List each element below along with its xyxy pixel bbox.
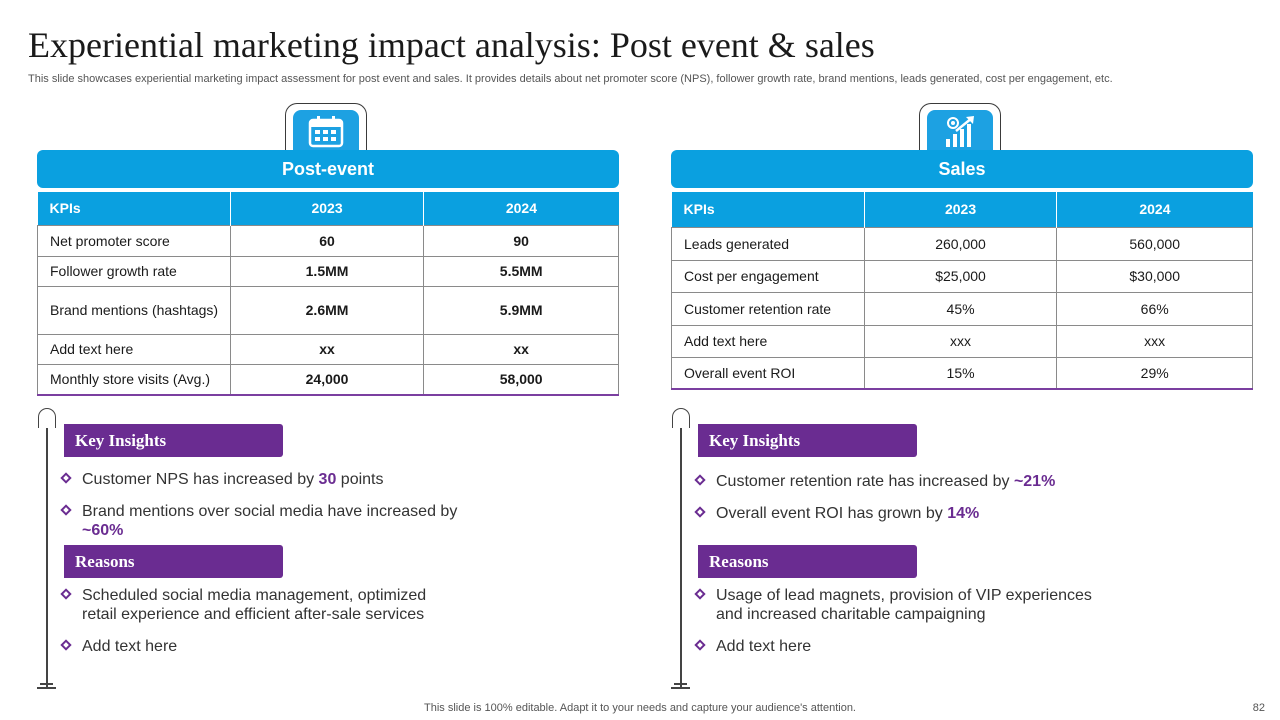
value-2024: xxx: [1056, 324, 1253, 358]
value-2023: 24,000: [229, 363, 425, 396]
diamond-bullet-icon: [60, 504, 72, 516]
table-row: Add text here xxx xxx: [671, 324, 1253, 358]
post-event-header: Post-event: [37, 150, 619, 188]
kpi-name: Customer retention rate: [671, 291, 865, 326]
sales-header: Sales: [671, 150, 1253, 188]
table-header-row: KPIs 2023 2024: [671, 192, 1253, 227]
column-header: 2023: [864, 192, 1058, 227]
diamond-bullet-icon: [694, 474, 706, 486]
slide-footer: This slide is 100% editable. Adapt it to…: [424, 702, 856, 714]
value-2024: 5.5MM: [423, 255, 619, 287]
table-row: Cost per engagement $25,000 $30,000: [671, 259, 1253, 293]
table-row: Customer retention rate 45% 66%: [671, 291, 1253, 326]
kpi-name: Monthly store visits (Avg.): [37, 363, 231, 396]
reason-item: Add text here: [60, 637, 462, 656]
kpi-name: Overall event ROI: [671, 356, 865, 390]
calendar-icon: [293, 110, 359, 154]
table-row: Follower growth rate 1.5MM 5.5MM: [37, 255, 619, 287]
timeline-foot: [40, 683, 53, 685]
timeline-rail: [680, 414, 682, 688]
sales-table: KPIs 2023 2024 Leads generated 260,000 5…: [671, 192, 1253, 390]
timeline-foot: [671, 687, 690, 689]
post-event-icon-tab: [285, 103, 367, 154]
slide-title: Experiential marketing impact analysis: …: [28, 25, 875, 65]
column-header: KPIs: [37, 192, 231, 225]
value-2024: 66%: [1056, 291, 1253, 326]
value-2023: 260,000: [863, 226, 1058, 261]
post-event-table: KPIs 2023 2024 Net promoter score 60 90 …: [37, 192, 619, 396]
key-insights-label: Key Insights: [64, 424, 283, 457]
value-2023: 2.6MM: [229, 285, 425, 335]
table-row: Add text here xx xx: [37, 333, 619, 365]
reasons-label: Reasons: [64, 545, 283, 578]
insight-item: Brand mentions over social media have in…: [60, 502, 462, 540]
value-2024: 560,000: [1056, 226, 1253, 261]
insight-item: Customer NPS has increased by 30 points: [60, 470, 462, 489]
timeline-cap: [672, 408, 690, 428]
diamond-bullet-icon: [694, 506, 706, 518]
slide-subtitle: This slide showcases experiential market…: [28, 73, 1113, 85]
key-insights-label: Key Insights: [698, 424, 917, 457]
value-2024: 29%: [1056, 356, 1253, 390]
table-row: Net promoter score 60 90: [37, 224, 619, 257]
diamond-bullet-icon: [60, 588, 72, 600]
value-2023: 15%: [863, 356, 1058, 390]
page-number: 82: [1252, 702, 1265, 714]
table-row: Overall event ROI 15% 29%: [671, 356, 1253, 390]
table-row: Monthly store visits (Avg.) 24,000 58,00…: [37, 363, 619, 396]
value-2024: 58,000: [423, 363, 619, 396]
reason-item: Usage of lead magnets, provision of VIP …: [694, 586, 1096, 624]
column-header: 2024: [1056, 192, 1253, 227]
value-2023: 1.5MM: [229, 255, 425, 287]
growth-chart-icon: [927, 110, 993, 154]
diamond-bullet-icon: [694, 588, 706, 600]
value-2024: $30,000: [1056, 259, 1253, 293]
diamond-bullet-icon: [694, 639, 706, 651]
diamond-bullet-icon: [60, 472, 72, 484]
kpi-name: Net promoter score: [37, 224, 231, 257]
value-2023: xxx: [863, 324, 1058, 358]
sales-icon-tab: [919, 103, 1001, 154]
value-2024: 90: [423, 224, 619, 257]
value-2024: xx: [423, 333, 619, 365]
value-2023: 45%: [863, 291, 1058, 326]
kpi-name: Add text here: [37, 333, 231, 365]
value-2023: $25,000: [863, 259, 1058, 293]
kpi-name: Add text here: [671, 324, 865, 358]
column-header: 2024: [423, 192, 619, 225]
value-2023: 60: [229, 224, 425, 257]
table-header-row: KPIs 2023 2024: [37, 192, 619, 225]
table-row: Leads generated 260,000 560,000: [671, 226, 1253, 261]
kpi-name: Cost per engagement: [671, 259, 865, 293]
diamond-bullet-icon: [60, 639, 72, 651]
value-2023: xx: [229, 333, 425, 365]
kpi-name: Brand mentions (hashtags): [37, 285, 231, 335]
timeline-cap: [38, 408, 56, 428]
kpi-name: Follower growth rate: [37, 255, 231, 287]
reason-item: Scheduled social media management, optim…: [60, 586, 462, 624]
table-row: Brand mentions (hashtags) 2.6MM 5.9MM: [37, 285, 619, 335]
kpi-name: Leads generated: [671, 226, 865, 261]
timeline-rail: [46, 414, 48, 688]
timeline-foot: [674, 683, 687, 685]
timeline-foot: [37, 687, 56, 689]
column-header: KPIs: [671, 192, 865, 227]
value-2024: 5.9MM: [423, 285, 619, 335]
reason-item: Add text here: [694, 637, 1096, 656]
reasons-label: Reasons: [698, 545, 917, 578]
column-header: 2023: [230, 192, 425, 225]
insight-item: Customer retention rate has increased by…: [694, 472, 1136, 491]
insight-item: Overall event ROI has grown by 14%: [694, 504, 1136, 523]
